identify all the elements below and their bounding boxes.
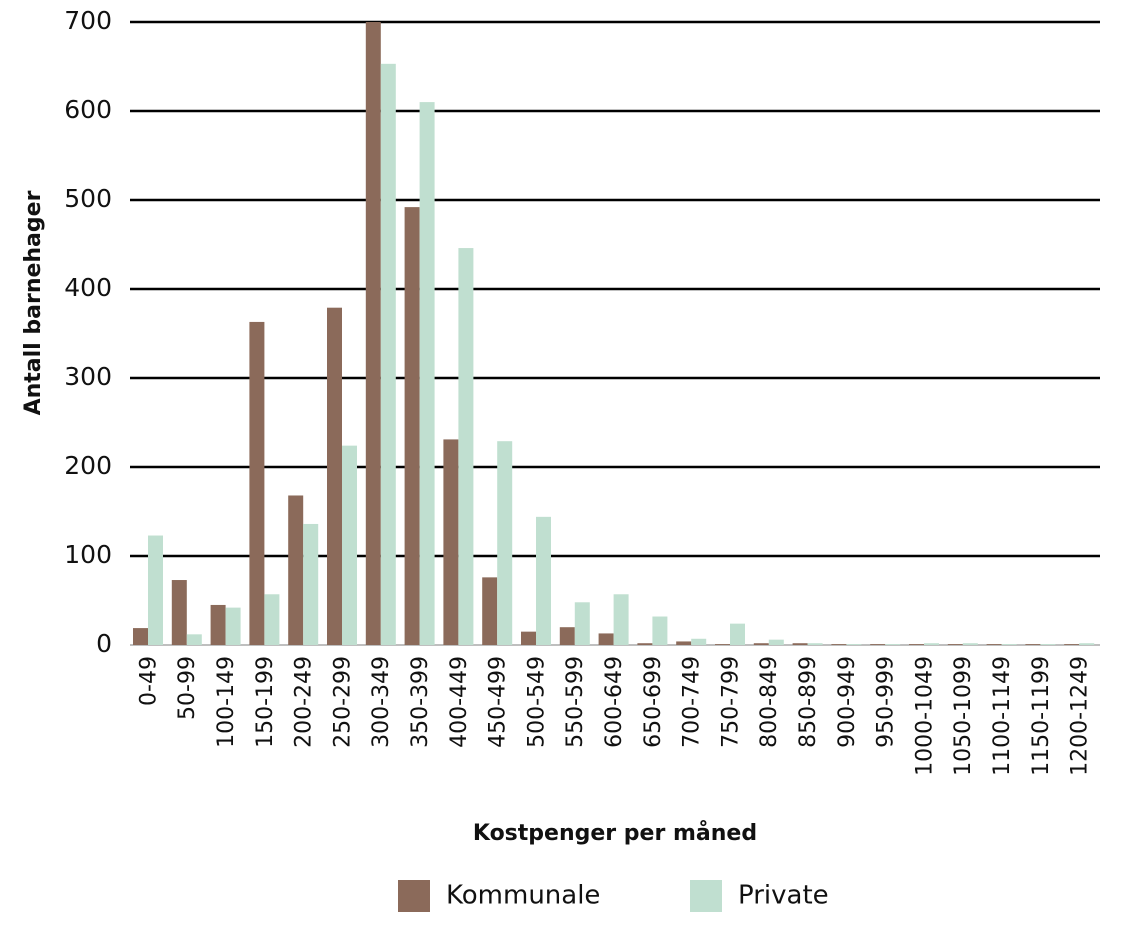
bar — [264, 594, 280, 645]
bar — [559, 627, 575, 645]
x-axis-title: Kostpenger per måned — [473, 820, 757, 846]
bar — [342, 445, 357, 645]
bar — [792, 643, 808, 645]
x-tick-label: 850-899 — [796, 656, 821, 748]
bar — [846, 644, 862, 645]
bar — [909, 644, 924, 645]
bar — [691, 638, 707, 645]
bar — [1025, 644, 1041, 645]
bar — [637, 643, 653, 645]
bar — [831, 644, 847, 645]
bar — [419, 102, 435, 646]
bar — [133, 628, 148, 645]
x-tick-label: 450-499 — [486, 656, 511, 748]
bar — [768, 639, 784, 645]
x-tick-label: 800-849 — [757, 656, 782, 748]
bar — [249, 321, 265, 645]
bar — [962, 643, 978, 645]
legend-label: Kommunale — [446, 881, 600, 911]
x-tick-label: 750-799 — [718, 656, 743, 748]
legend-swatch — [398, 880, 430, 912]
bar — [458, 248, 474, 645]
bar — [148, 535, 163, 645]
bar — [885, 644, 901, 645]
bar — [210, 604, 226, 645]
bar — [730, 623, 745, 645]
x-tick-label: 300-349 — [369, 656, 394, 748]
bar — [870, 644, 886, 645]
x-tick-label: 1100-1149 — [990, 656, 1015, 776]
bar — [807, 643, 823, 645]
x-tick-label: 1150-1199 — [1029, 656, 1054, 776]
x-tick-label: 1200-1249 — [1068, 656, 1093, 776]
y-axis-title: Antall barnehager — [21, 190, 46, 415]
bar — [715, 644, 730, 645]
bar — [1001, 644, 1017, 645]
y-tick-label: 300 — [64, 362, 112, 391]
bar — [186, 634, 202, 645]
x-tick-label: 550-599 — [563, 656, 588, 748]
x-tick-label: 100-149 — [214, 656, 239, 748]
bar — [1064, 644, 1080, 645]
bar — [536, 516, 551, 645]
x-tick-label: 200-249 — [292, 656, 317, 748]
bar — [327, 307, 342, 645]
y-tick-label: 200 — [64, 451, 112, 480]
bar — [171, 580, 187, 645]
x-tick-label: 700-749 — [680, 656, 705, 748]
bar — [303, 523, 319, 645]
bar — [365, 22, 381, 645]
x-tick-label: 650-699 — [641, 656, 666, 748]
bar — [1079, 643, 1095, 645]
x-tick-label: 400-449 — [447, 656, 472, 748]
y-tick-label: 700 — [64, 6, 112, 35]
x-tick-label: 1050-1099 — [951, 656, 976, 776]
bar — [947, 644, 963, 645]
x-tick-label: 350-399 — [408, 656, 433, 748]
legend-swatch — [690, 880, 722, 912]
y-tick-label: 500 — [64, 184, 112, 213]
bar — [574, 602, 590, 645]
x-tick-label: 50-99 — [175, 656, 200, 720]
bar — [986, 644, 1002, 645]
bar — [676, 641, 692, 645]
bar — [753, 643, 769, 645]
y-tick-label: 0 — [96, 629, 112, 658]
bar — [521, 631, 536, 645]
bar — [288, 495, 304, 645]
y-tick-label: 600 — [64, 95, 112, 124]
x-tick-label: 950-999 — [874, 656, 899, 748]
bar — [1040, 644, 1056, 645]
bar — [497, 441, 513, 645]
x-tick-label: 150-199 — [253, 656, 278, 748]
bar — [482, 577, 498, 645]
x-tick-label: 900-949 — [835, 656, 860, 748]
x-tick-label: 600-649 — [602, 656, 627, 748]
x-tick-label: 1000-1049 — [912, 656, 937, 776]
bar — [598, 633, 614, 645]
bar — [404, 207, 420, 645]
bar — [924, 643, 939, 645]
bar — [652, 616, 668, 645]
bar — [225, 607, 241, 645]
x-tick-label: 250-299 — [330, 656, 355, 748]
x-tick-label: 0-49 — [136, 656, 161, 706]
bar — [443, 439, 459, 645]
y-tick-label: 400 — [64, 273, 112, 302]
y-tick-label: 100 — [64, 540, 112, 569]
legend-label: Private — [738, 881, 829, 911]
bar — [380, 63, 396, 645]
bar — [613, 594, 629, 645]
x-tick-label: 500-549 — [524, 656, 549, 748]
